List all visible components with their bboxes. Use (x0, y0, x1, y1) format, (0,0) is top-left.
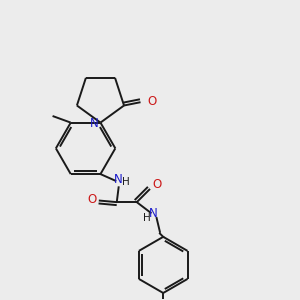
Text: H: H (143, 213, 151, 223)
Text: O: O (148, 95, 157, 108)
Text: N: N (114, 173, 123, 186)
Text: N: N (149, 207, 158, 220)
Text: O: O (153, 178, 162, 191)
Text: N: N (90, 117, 99, 130)
Text: O: O (87, 193, 96, 206)
Text: H: H (122, 177, 130, 187)
